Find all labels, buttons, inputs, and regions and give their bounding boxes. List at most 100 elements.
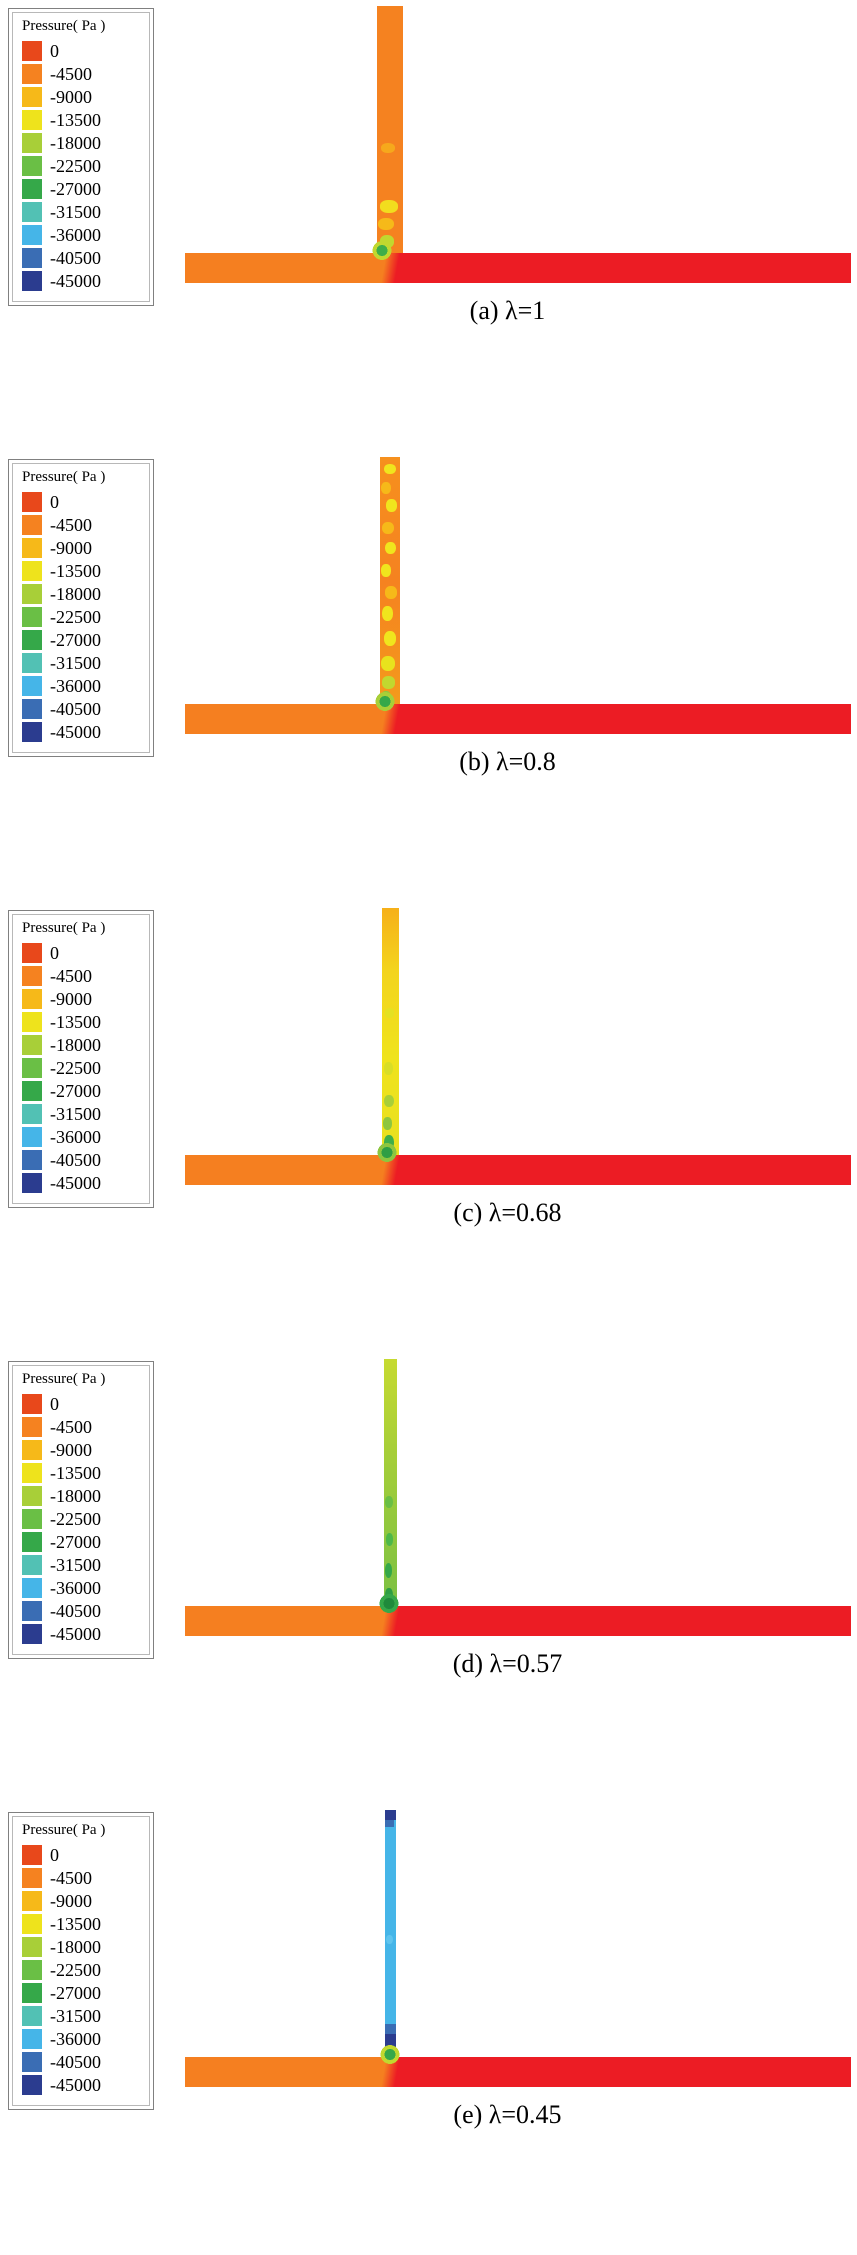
legend-color-swatch [22, 1080, 42, 1101]
legend-value-label: -45000 [50, 270, 101, 291]
contour-patch [385, 1810, 396, 1820]
legend-value-label: -40500 [50, 1149, 101, 1170]
branch-pipe-contour [385, 1810, 396, 2059]
main-pipe-contour [185, 253, 851, 283]
legend-value-label: -18000 [50, 1034, 101, 1055]
pressure-legend: Pressure( Pa ) 0 -4500 -9000 -13500 -18000 -2… [8, 8, 154, 306]
legend-color-swatch [22, 1508, 42, 1529]
legend-entry: -4500 [22, 964, 149, 987]
legend-value-label: -13500 [50, 1011, 101, 1032]
panel-e: Pressure( Pa ) 0 -4500 -9000 -13500 -18000 -2… [0, 1804, 857, 2255]
legend-entry: -31500 [22, 1102, 149, 1125]
main-pipe-contour [185, 1155, 851, 1185]
legend-value-label: -4500 [50, 63, 92, 84]
legend-entry: -18000 [22, 131, 149, 154]
main-pipe-contour [185, 2057, 851, 2087]
legend-entry: 0 [22, 1392, 149, 1415]
legend-color-swatch [22, 698, 42, 719]
legend-color-swatch [22, 1439, 42, 1460]
branch-pipe-contour [380, 457, 400, 706]
legend-color-swatch [22, 1416, 42, 1437]
legend-entry: -22500 [22, 1507, 149, 1530]
legend-color-swatch [22, 1393, 42, 1414]
legend-color-swatch [22, 629, 42, 650]
legend-color-swatch [22, 2051, 42, 2072]
legend-value-label: -13500 [50, 1462, 101, 1483]
legend-value-label: -36000 [50, 1126, 101, 1147]
legend-entry: -4500 [22, 1415, 149, 1438]
legend-value-label: -4500 [50, 1867, 92, 1888]
legend-color-swatch [22, 1890, 42, 1911]
contour-patch [382, 521, 394, 535]
legend-entry: -31500 [22, 2004, 149, 2027]
legend-color-swatch [22, 721, 42, 742]
legend-entry: -27000 [22, 1079, 149, 1102]
panel-b: Pressure( Pa ) 0 -4500 -9000 -13500 -18000 -2… [0, 451, 857, 902]
legend-value-label: -13500 [50, 560, 101, 581]
legend-value-label: -22500 [50, 1959, 101, 1980]
legend-entry: -45000 [22, 2073, 149, 2096]
contour-plot [158, 1353, 857, 1713]
legend-color-swatch [22, 1057, 42, 1078]
legend-entry: -13500 [22, 1912, 149, 1935]
legend-value-label: -22500 [50, 1057, 101, 1078]
legend-entry: 0 [22, 39, 149, 62]
panel-caption: (d) λ=0.57 [452, 1649, 563, 1678]
legend-entry: -40500 [22, 246, 149, 269]
legend-entry: -13500 [22, 559, 149, 582]
legend-entry: -45000 [22, 1171, 149, 1194]
legend-value-label: -31500 [50, 652, 101, 673]
legend-entry: -36000 [22, 1576, 149, 1599]
legend-value-label: -36000 [50, 2028, 101, 2049]
legend-title: Pressure( Pa ) [22, 1822, 106, 1838]
legend-color-swatch [22, 1011, 42, 1032]
junction-low-pressure-blob [377, 1143, 397, 1162]
legend-color-swatch [22, 247, 42, 268]
legend-color-swatch [22, 1462, 42, 1483]
legend-value-label: 0 [50, 40, 59, 61]
legend-color-swatch [22, 560, 42, 581]
main-pipe-contour [185, 704, 851, 734]
legend-entry: -9000 [22, 1889, 149, 1912]
legend-entry: -9000 [22, 987, 149, 1010]
legend-entry: 0 [22, 1843, 149, 1866]
legend-entries: 0 -4500 -9000 -13500 -18000 -22500 -27000 -3150… [22, 1392, 149, 1645]
legend-value-label: -36000 [50, 1577, 101, 1598]
legend-entry: -9000 [22, 1438, 149, 1461]
legend-entries: 0 -4500 -9000 -13500 -18000 -22500 -27000 -3150… [22, 941, 149, 1194]
contour-plot [158, 451, 857, 811]
legend-value-label: -45000 [50, 721, 101, 742]
junction-low-pressure-blob [372, 241, 392, 260]
contour-plot [158, 1804, 857, 2164]
legend-value-label: -45000 [50, 1172, 101, 1193]
legend-value-label: -9000 [50, 537, 92, 558]
legend-color-swatch [22, 1172, 42, 1193]
contour-patch [380, 142, 396, 153]
legend-value-label: -27000 [50, 1982, 101, 2003]
legend-color-swatch [22, 109, 42, 130]
legend-value-label: -45000 [50, 1623, 101, 1644]
contour-patch [383, 1062, 394, 1075]
legend-title: Pressure( Pa ) [22, 469, 106, 485]
legend-color-swatch [22, 606, 42, 627]
legend-entry: -13500 [22, 108, 149, 131]
legend-value-label: -22500 [50, 1508, 101, 1529]
legend-value-label: -40500 [50, 2051, 101, 2072]
legend-entries: 0 -4500 -9000 -13500 -18000 -22500 -27000 -3150… [22, 490, 149, 743]
legend-value-label: -9000 [50, 1890, 92, 1911]
legend-entry: -22500 [22, 154, 149, 177]
legend-value-label: -27000 [50, 629, 101, 650]
legend-color-swatch [22, 2028, 42, 2049]
contour-patch [384, 1563, 393, 1579]
contour-patch [381, 564, 391, 577]
legend-value-label: -22500 [50, 155, 101, 176]
legend-color-swatch [22, 1600, 42, 1621]
legend-entry: -27000 [22, 1981, 149, 2004]
legend-color-swatch [22, 1531, 42, 1552]
legend-entry: -40500 [22, 2050, 149, 2073]
branch-pipe-contour [384, 1359, 397, 1608]
legend-entry: -18000 [22, 1033, 149, 1056]
legend-value-label: -27000 [50, 1531, 101, 1552]
contour-patch [385, 1495, 394, 1509]
